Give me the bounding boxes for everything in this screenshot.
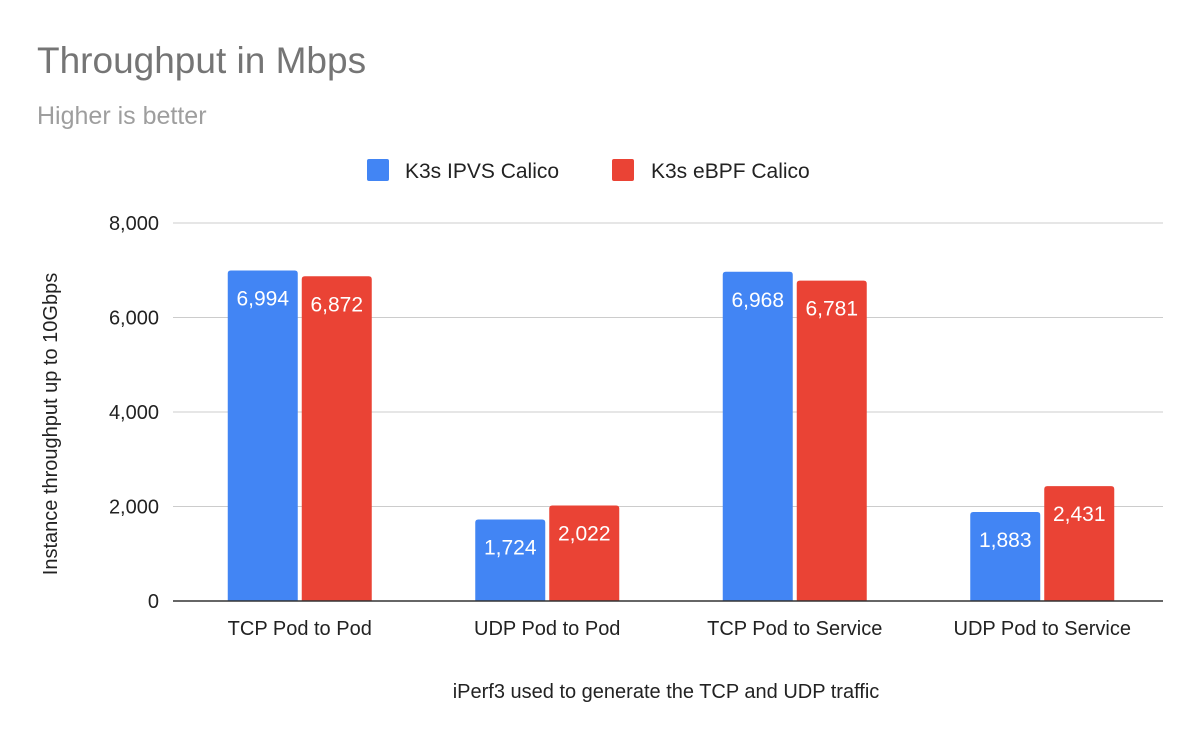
x-tick-label: TCP Pod to Service [707, 618, 882, 640]
bar-value-label: 2,431 [1053, 503, 1106, 526]
chart-subtitle: Higher is better [37, 102, 207, 130]
legend-swatch [367, 159, 389, 181]
legend-swatch [612, 159, 634, 181]
x-tick-label: UDP Pod to Service [954, 618, 1132, 640]
y-tick-label: 2,000 [109, 497, 159, 519]
y-tick-label: 6,000 [109, 308, 159, 330]
bar-value-label: 1,883 [979, 529, 1032, 552]
bar-ebpf [549, 505, 620, 601]
legend: K3s IPVS Calico K3s eBPF Calico [367, 159, 810, 183]
bar-ipvs [722, 271, 793, 601]
x-axis-label: iPerf3 used to generate the TCP and UDP … [453, 681, 880, 703]
bar-ipvs [970, 512, 1041, 601]
chart-title: Throughput in Mbps [37, 40, 367, 81]
legend-label: K3s eBPF Calico [651, 160, 810, 183]
bar-value-label: 6,968 [731, 289, 784, 312]
y-tick-label: 4,000 [109, 402, 159, 424]
x-axis-ticks: TCP Pod to Pod UDP Pod to Pod TCP Pod to S… [228, 618, 1131, 640]
bar-value-label: 6,994 [236, 288, 289, 311]
y-tick-label: 8,000 [109, 213, 159, 235]
bars: 6,994 6,872 1,724 2,022 6,968 6,781 1,883 2,431 [173, 270, 1163, 602]
bar-ebpf [1044, 486, 1115, 601]
y-tick-label: 0 [148, 591, 159, 613]
bar-value-label: 1,724 [484, 537, 537, 560]
y-axis-label: Instance throughput up to 10Gbps [40, 273, 62, 575]
x-tick-label: UDP Pod to Pod [474, 618, 620, 640]
bar-ipvs [475, 519, 546, 601]
bar-value-label: 6,872 [310, 293, 363, 316]
bar-value-label: 2,022 [558, 522, 611, 545]
y-axis-ticks: 0 2,000 4,000 6,000 8,000 [109, 213, 159, 613]
bar-ebpf [301, 276, 372, 601]
x-tick-label: TCP Pod to Pod [228, 618, 372, 640]
bar-ebpf [796, 280, 867, 601]
bar-value-label: 6,781 [805, 298, 858, 321]
legend-label: K3s IPVS Calico [405, 160, 559, 183]
bar-ipvs [227, 270, 298, 601]
